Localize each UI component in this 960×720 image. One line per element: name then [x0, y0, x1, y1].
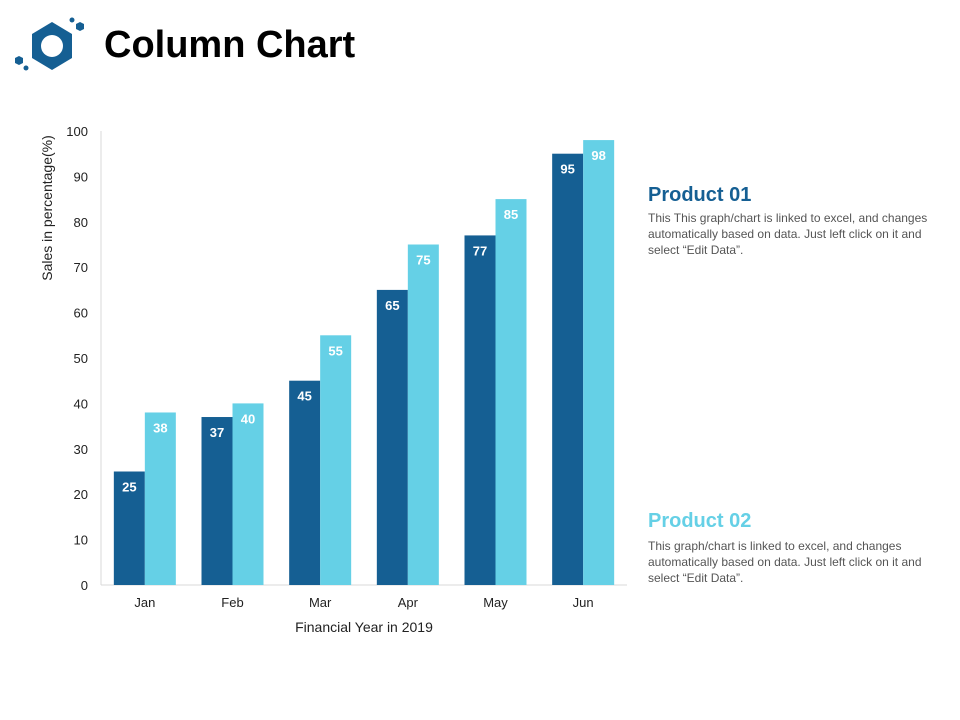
y-tick-label: 90	[74, 169, 88, 184]
y-tick-label: 100	[66, 124, 88, 139]
column-chart: 0 10 20 30 40 50 60 70 80 90 100 Jan 25 38 Feb 37 40 Mar 4…	[39, 124, 627, 635]
data-label: 65	[385, 298, 399, 313]
bar-product-02	[232, 403, 264, 585]
data-label: 77	[473, 243, 487, 258]
y-tick-label: 20	[74, 487, 88, 502]
data-label: 37	[210, 425, 224, 440]
data-label: 98	[591, 148, 605, 163]
data-label: 45	[297, 389, 311, 404]
data-label: 25	[122, 480, 136, 495]
product-01-title: Product 01	[648, 184, 752, 206]
page-title: Column Chart	[104, 24, 356, 66]
product-01-description: This This graph/chart is linked to excel…	[648, 211, 928, 257]
bar-product-01	[464, 235, 496, 586]
data-label: 85	[504, 207, 518, 222]
y-tick-label: 10	[74, 533, 88, 548]
bar-product-02	[583, 140, 615, 585]
data-label: 40	[241, 411, 255, 426]
data-label: 55	[328, 343, 342, 358]
y-tick-label: 80	[74, 215, 88, 230]
product-02-description: This graph/chart is linked to excel, and…	[648, 539, 922, 585]
y-tick-label: 50	[74, 351, 88, 366]
x-tick-label: Feb	[221, 595, 243, 610]
bar-product-02	[495, 199, 527, 585]
y-tick-label: 70	[74, 260, 88, 275]
bar-product-01	[113, 471, 145, 585]
y-tick-label: 40	[74, 396, 88, 411]
bar-product-01	[289, 380, 321, 585]
y-axis-title: Sales in percentage(%)	[39, 135, 55, 281]
bar-product-02	[144, 412, 176, 585]
data-label: 95	[560, 162, 574, 177]
bar-product-02	[407, 244, 439, 585]
x-axis-title: Financial Year in 2019	[295, 619, 433, 635]
x-tick-label: Mar	[309, 595, 332, 610]
bar-product-01	[376, 289, 408, 585]
y-tick-label: 0	[81, 578, 88, 593]
hexagon-logo-icon	[15, 17, 84, 71]
x-tick-label: Jun	[573, 595, 594, 610]
x-tick-label: May	[483, 595, 508, 610]
data-label: 38	[153, 420, 167, 435]
bar-product-01	[201, 417, 233, 585]
y-tick-label: 60	[74, 306, 88, 321]
x-tick-label: Apr	[398, 595, 419, 610]
product-02-title: Product 02	[648, 510, 752, 532]
bar-product-01	[552, 153, 584, 585]
data-label: 75	[416, 253, 430, 268]
bar-product-02	[320, 335, 352, 585]
x-tick-label: Jan	[134, 595, 155, 610]
y-tick-label: 30	[74, 442, 88, 457]
